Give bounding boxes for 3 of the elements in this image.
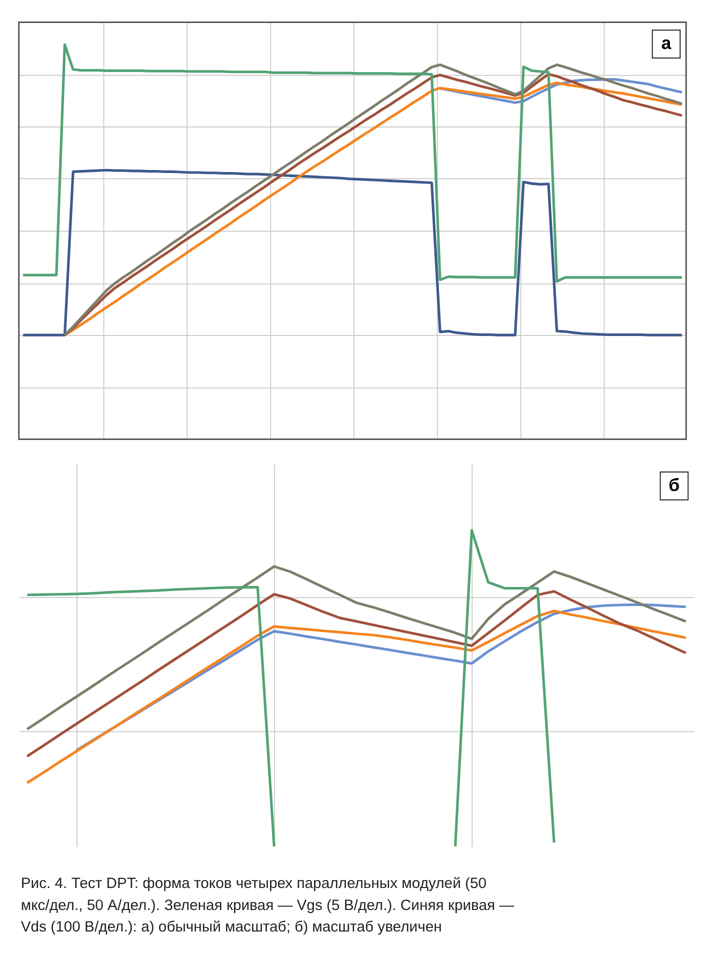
chart-title: б: [668, 474, 680, 495]
text: Рис. 4. Тест DPT: форма токов четырех параллельных модулей (50 мкс/дел., 50 А/дел.). Зеленая кривая — Vgs (5 В/дел.). Синяя кривая — Vds (100 В/дел.): а) обычный масштаб; б) масштаб увеличен: [20, 876, 514, 936]
chart-title: а: [661, 33, 672, 54]
